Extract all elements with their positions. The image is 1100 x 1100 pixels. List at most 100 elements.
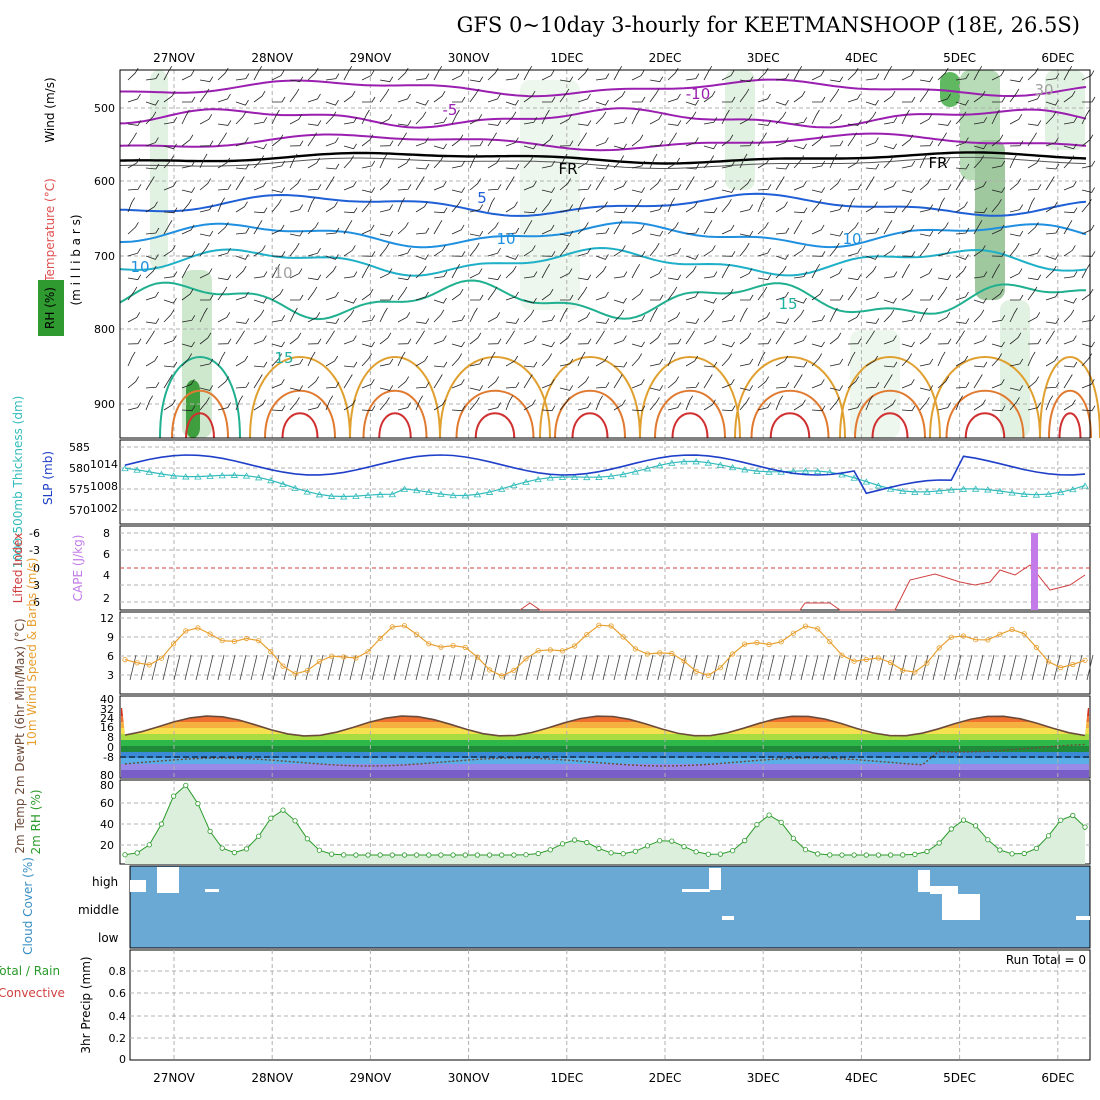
wind-barb (1081, 315, 1096, 323)
wind-barb (451, 288, 464, 301)
wind-barb (1063, 155, 1075, 169)
wind-barb (343, 207, 358, 214)
wind-barb (739, 76, 754, 83)
wind-barb (811, 353, 823, 367)
wind-barb (505, 99, 519, 106)
wind10-barb (459, 654, 467, 681)
temperature-contour (281, 412, 319, 439)
wind-barb (343, 65, 353, 81)
wind10-barb (855, 654, 863, 681)
wind10-marker (742, 641, 748, 647)
thickness-marker (510, 481, 518, 489)
wind10-marker (644, 651, 651, 657)
wind-barb (1063, 297, 1077, 304)
wind-barb (667, 197, 676, 213)
wind-barb (289, 397, 300, 411)
wind-barb (829, 88, 840, 103)
wind-barb (343, 361, 358, 368)
wind-barb (1009, 332, 1022, 345)
pressure-ticks: 500 600 700 800 900 (94, 102, 115, 411)
thickness-tick: 570 (69, 504, 90, 517)
wind-barb (307, 274, 322, 281)
temp2m-tick: -8 (103, 751, 114, 764)
wind-barb (325, 227, 340, 235)
wind10-barb (305, 654, 313, 681)
wind-barb (901, 315, 916, 323)
wind-barb (595, 291, 609, 301)
wind-barb (217, 132, 227, 147)
wind-barb (919, 204, 934, 213)
wind-barb (757, 402, 772, 411)
thickness-marker (680, 458, 688, 465)
wind-barb (613, 361, 628, 368)
wind-barb (901, 199, 912, 213)
wind10-barb (690, 654, 698, 681)
wind-barb (577, 286, 588, 301)
wind-barb (1045, 254, 1059, 260)
wind10-barb (492, 654, 500, 681)
wind-barb (667, 402, 682, 411)
thickness-marker (121, 464, 129, 472)
thickness-marker (753, 467, 761, 474)
wind10-marker (1009, 626, 1015, 633)
wind-barb (865, 395, 874, 411)
temperature-contour (119, 246, 1087, 277)
wind-barb (325, 382, 340, 389)
wind10-marker (924, 660, 930, 666)
precip-tick: 0.6 (109, 987, 127, 1000)
wind-barb (559, 88, 570, 103)
wind-barb (415, 355, 429, 367)
date-label-top: 2DEC (649, 51, 682, 65)
wind-barb (811, 341, 825, 348)
wind10-marker (851, 658, 857, 664)
wind-barb (217, 286, 228, 301)
wind-barb (559, 307, 568, 323)
rh2m-marker (1058, 817, 1064, 823)
wind-barb (235, 254, 249, 260)
wind-barb (361, 224, 375, 235)
wind-barb (541, 263, 551, 279)
date-label-top: 27NOV (153, 51, 195, 65)
wind10-barb (1020, 654, 1028, 681)
wind-barb (1081, 224, 1095, 235)
temperature-contour (554, 389, 626, 439)
temp2m-line (124, 715, 1086, 737)
wind-barb (469, 268, 483, 279)
wind-barb (289, 242, 300, 257)
wind10-barb (327, 654, 335, 681)
wind-barb (577, 274, 592, 281)
contour-label: 15 (778, 295, 797, 313)
wind10-marker (377, 635, 383, 642)
temp-band (121, 728, 1089, 734)
wind-barb (163, 207, 178, 214)
wind-barb (793, 207, 808, 214)
wind-barb (757, 338, 772, 345)
wind-barb (973, 65, 983, 81)
wind-barb (145, 111, 157, 125)
ylabel-rh2m: 2m RH (%) (29, 789, 43, 854)
wind-barb (127, 157, 141, 169)
wind-barb (325, 291, 339, 301)
wind-barb (847, 338, 862, 345)
date-label-top: 6DEC (1041, 51, 1074, 65)
wind-barb (523, 90, 536, 103)
wind10-barb (1053, 654, 1061, 681)
wind-barb (613, 90, 626, 103)
wind-barb (631, 353, 643, 367)
wind-barb (415, 254, 429, 260)
wind10-marker (134, 660, 140, 666)
rh2m-marker (413, 852, 420, 858)
temperature-contour (1039, 356, 1100, 439)
wind-barb (290, 294, 304, 301)
wind-barb (361, 199, 372, 213)
rh2m-marker (486, 852, 493, 858)
ylabel-thickness: 1000-500mb Thickness (dm) (11, 396, 25, 569)
wind-barb (487, 351, 496, 367)
rh-blob (975, 140, 1005, 300)
wind-barb (541, 160, 556, 169)
thickness-grid (120, 440, 1090, 524)
wind-barb (1045, 99, 1059, 106)
wind-barb (181, 315, 196, 323)
wind-barb (505, 395, 514, 411)
wind-barb (739, 358, 754, 367)
